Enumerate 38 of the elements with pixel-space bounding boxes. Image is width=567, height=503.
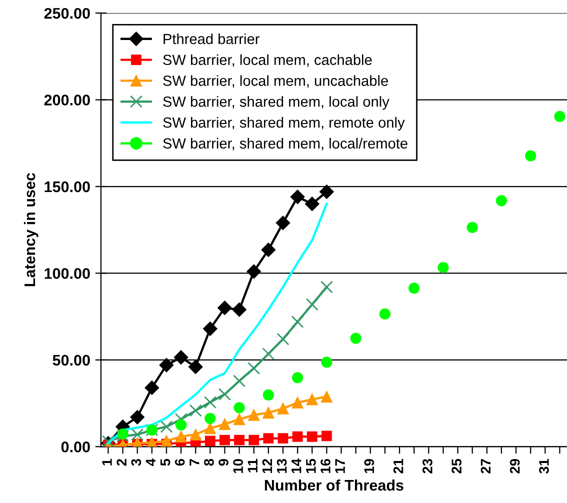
x-tick-label: 10: [233, 459, 244, 474]
x-tick-label: 27: [480, 459, 490, 474]
x-tick-label: 16: [320, 458, 330, 474]
x-tick-label: 29: [510, 458, 520, 474]
x-tick-label: 14: [292, 458, 302, 474]
legend-label: Pthread barrier: [164, 33, 260, 44]
x-tick-label: 9: [218, 458, 228, 466]
x-tick-label: 31: [539, 458, 549, 474]
x-tick-label: 2: [116, 459, 126, 466]
y-axis-title: Latency in usec: [24, 173, 38, 286]
x-tick-label: 7: [190, 459, 200, 466]
x-tick-label: 4: [146, 458, 156, 466]
legend-label: SW barrier, shared mem, local only: [163, 96, 390, 110]
legend-label: SW barrier, local mem, cachable: [163, 54, 372, 67]
x-tick-label: 12: [262, 459, 272, 474]
x-tick-label: 6: [174, 458, 185, 466]
x-tick-label: 15: [306, 458, 316, 474]
x-tick-label: 13: [276, 458, 287, 474]
x-tick-label: 5: [160, 458, 170, 466]
x-tick-label: 23: [422, 458, 432, 474]
x-tick-label: 19: [364, 458, 374, 474]
legend-label: SW barrier, shared mem, remote only: [163, 117, 405, 131]
x-tick-label: 25: [452, 458, 462, 474]
y-tick-label: 250.00: [44, 8, 90, 19]
legend-label: SW barrier, shared mem, local/remote: [163, 138, 408, 150]
x-tick-label: 1: [102, 458, 112, 466]
y-tick-label: 100.00: [44, 268, 90, 279]
x-tick-label: 11: [248, 458, 258, 472]
y-tick-label: 150.00: [44, 181, 90, 192]
x-axis-title: Number of Threads: [264, 479, 404, 491]
x-tick-label: 17: [335, 459, 345, 474]
x-tick-label: 8: [204, 458, 214, 466]
y-tick-label: 200.00: [44, 94, 90, 106]
x-tick-label: 21: [393, 458, 404, 474]
legend-label: SW barrier, local mem, uncachable: [163, 75, 388, 88]
x-tick-label: 3: [131, 458, 142, 466]
y-tick-label: 0.00: [61, 442, 90, 452]
y-tick-label: 50.00: [52, 354, 90, 366]
